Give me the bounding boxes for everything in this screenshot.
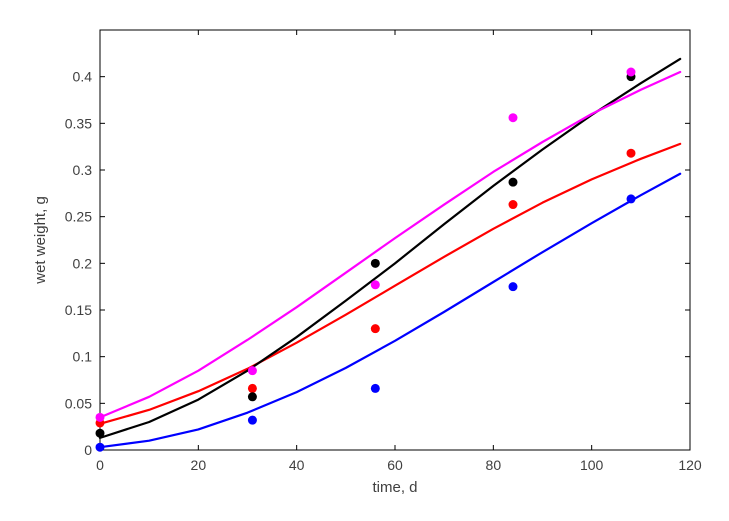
x-tick-label: 20 — [191, 457, 207, 473]
point-red — [248, 384, 257, 393]
point-red — [509, 200, 518, 209]
point-blue — [248, 416, 257, 425]
point-magenta — [509, 113, 518, 122]
point-black — [509, 178, 518, 187]
x-tick-label: 0 — [96, 457, 104, 473]
point-blue — [96, 443, 105, 452]
point-red — [371, 324, 380, 333]
point-blue — [509, 282, 518, 291]
chart-svg: 0 20 40 60 80 100 120 0 0.05 0.1 0.15 0.2 0.25 0.3 0.3… — [0, 0, 729, 521]
x-tick-label: 80 — [486, 457, 502, 473]
y-tick-label: 0 — [84, 442, 92, 458]
point-magenta — [627, 68, 636, 77]
point-blue — [371, 384, 380, 393]
y-axis-label: wet weight, g — [32, 196, 49, 285]
x-axis-label: time, d — [372, 479, 417, 496]
y-tick-label: 0.25 — [65, 209, 92, 225]
y-tick-label: 0.3 — [73, 162, 93, 178]
point-black — [96, 429, 105, 438]
point-magenta — [371, 280, 380, 289]
point-magenta — [96, 413, 105, 422]
point-red — [627, 149, 636, 158]
point-black — [371, 259, 380, 268]
point-black — [248, 392, 257, 401]
point-magenta — [248, 366, 257, 375]
y-tick-label: 0.4 — [73, 69, 93, 85]
x-tick-label: 60 — [387, 457, 403, 473]
point-blue — [627, 194, 636, 203]
x-tick-label: 40 — [289, 457, 305, 473]
x-tick-label: 100 — [580, 457, 604, 473]
y-tick-label: 0.1 — [73, 349, 93, 365]
chart-container: 0 20 40 60 80 100 120 0 0.05 0.1 0.15 0.2 0.25 0.3 0.3… — [0, 0, 729, 521]
y-tick-label: 0.05 — [65, 395, 92, 411]
y-tick-label: 0.35 — [65, 115, 92, 131]
x-tick-label: 120 — [678, 457, 702, 473]
y-tick-label: 0.2 — [73, 255, 93, 271]
y-tick-label: 0.15 — [65, 302, 92, 318]
